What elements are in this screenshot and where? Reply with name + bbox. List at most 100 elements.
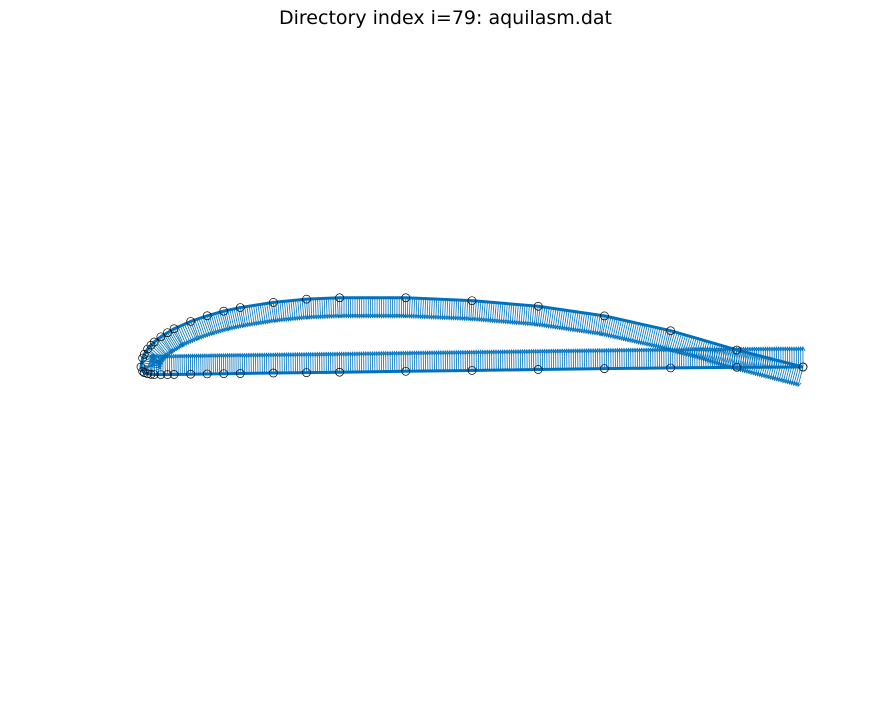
surface-point — [533, 365, 543, 374]
normal-arrowhead — [651, 342, 657, 349]
normal-arrowhead — [484, 349, 490, 355]
normal-arrowhead — [214, 352, 220, 359]
normal-arrowhead — [380, 350, 387, 356]
normal-arrowhead — [528, 348, 534, 354]
normal-arrowhead — [555, 324, 561, 331]
normal-arrowhead — [390, 313, 396, 319]
normal-arrowhead — [192, 336, 198, 342]
surface-points — [136, 293, 808, 380]
normal-arrowhead — [592, 330, 598, 336]
normal-arrowhead — [246, 352, 252, 358]
normal-arrowhead — [288, 351, 294, 358]
airfoil-curve — [139, 296, 804, 377]
normal-arrowhead — [751, 346, 757, 352]
normal-arrowhead — [299, 351, 305, 357]
normal-arrowhead — [201, 332, 207, 339]
normal-arrowhead — [745, 368, 751, 375]
normal-arrowhead — [790, 380, 796, 386]
normal-arrowhead — [754, 346, 760, 352]
normal-arrowhead — [239, 323, 245, 329]
normal-arrowhead — [316, 351, 323, 357]
normal-arrowhead — [183, 353, 189, 359]
normal-arrowhead — [564, 348, 570, 354]
normal-arrowhead — [533, 348, 539, 354]
normal-arrowhead — [365, 313, 371, 319]
normal-arrowhead — [425, 350, 431, 356]
normal-arrowhead — [758, 346, 764, 352]
normal-arrowhead — [511, 349, 517, 355]
normal-arrowhead — [270, 352, 276, 358]
normal-arrowhead — [749, 346, 755, 352]
normal-arrowhead — [383, 350, 389, 356]
normal-arrowhead — [475, 349, 481, 355]
normal-arrowhead — [376, 350, 382, 356]
normal-arrowhead — [334, 351, 340, 357]
normal-arrowhead — [762, 373, 768, 379]
normal-arrowhead — [303, 351, 309, 357]
normal-arrowhead — [765, 346, 771, 352]
normal-arrowhead — [168, 348, 174, 354]
normal-arrowhead — [626, 337, 632, 343]
normal-arrowhead — [429, 314, 435, 320]
normal-arrowhead — [674, 347, 680, 353]
normal-arrowhead — [462, 316, 468, 322]
normal-arrowhead — [387, 313, 393, 319]
normal-arrowhead — [227, 352, 233, 358]
normal-arrowhead — [223, 326, 229, 332]
normal-arrowhead — [285, 316, 291, 322]
normal-arrowhead — [712, 359, 718, 366]
normal-arrowhead — [350, 313, 356, 319]
normal-arrowhead — [628, 337, 634, 343]
normal-arrowhead — [455, 349, 462, 355]
normal-arrowhead — [305, 351, 312, 357]
normal-arrowhead — [564, 326, 570, 332]
surface-point — [202, 369, 212, 379]
normal-arrowhead — [575, 327, 581, 333]
normal-arrowhead — [599, 347, 605, 353]
normal-arrowhead — [392, 313, 398, 319]
surface-point — [269, 368, 278, 378]
normal-arrowhead — [714, 360, 720, 366]
normal-arrowhead — [315, 314, 321, 320]
normal-arrowhead — [676, 347, 682, 353]
normal-arrowhead — [294, 315, 300, 321]
normal-arrowhead — [619, 335, 625, 341]
normal-arrowhead — [588, 329, 594, 335]
normal-arrowhead — [649, 342, 655, 348]
normal-arrowhead — [489, 349, 495, 355]
normal-arrowhead — [396, 350, 402, 356]
normal-arrowhead — [420, 350, 426, 356]
normal-arrowhead — [604, 332, 610, 338]
normal-arrowhead — [401, 313, 407, 319]
normal-arrowhead — [636, 347, 643, 353]
normal-arrowhead — [261, 352, 267, 358]
normal-arrowhead — [277, 352, 283, 358]
normal-arrowhead — [740, 367, 746, 373]
normal-arrowhead — [796, 381, 802, 388]
normal-arrowhead — [588, 348, 594, 354]
surface-point — [235, 369, 245, 378]
normal-arrowhead — [184, 339, 190, 346]
normal-arrowhead — [566, 326, 572, 332]
normal-arrowhead — [422, 314, 428, 320]
normal-arrowhead — [476, 317, 483, 323]
normal-arrowhead — [575, 348, 581, 354]
normal-arrowhead — [770, 375, 776, 381]
normal-arrowhead — [609, 333, 615, 339]
normal-arrowhead — [194, 353, 200, 359]
normal-arrowhead — [257, 352, 263, 358]
normal-arrowhead — [173, 353, 179, 359]
normal-arrowhead — [708, 358, 714, 364]
normal-arrowhead — [694, 346, 700, 352]
normal-arrowhead — [542, 322, 548, 329]
normal-arrowhead — [523, 320, 529, 327]
normal-arrowhead — [328, 313, 334, 319]
normal-arrowhead — [470, 316, 476, 322]
normal-arrowhead — [491, 349, 497, 355]
normal-arrowhead — [519, 348, 526, 354]
normal-arrowhead — [767, 346, 773, 352]
normal-arrowhead — [186, 338, 192, 345]
chart-title: Directory index i=79: aquilasm.dat — [279, 7, 612, 29]
surface-point — [235, 303, 245, 312]
normal-arrowhead — [544, 323, 550, 329]
